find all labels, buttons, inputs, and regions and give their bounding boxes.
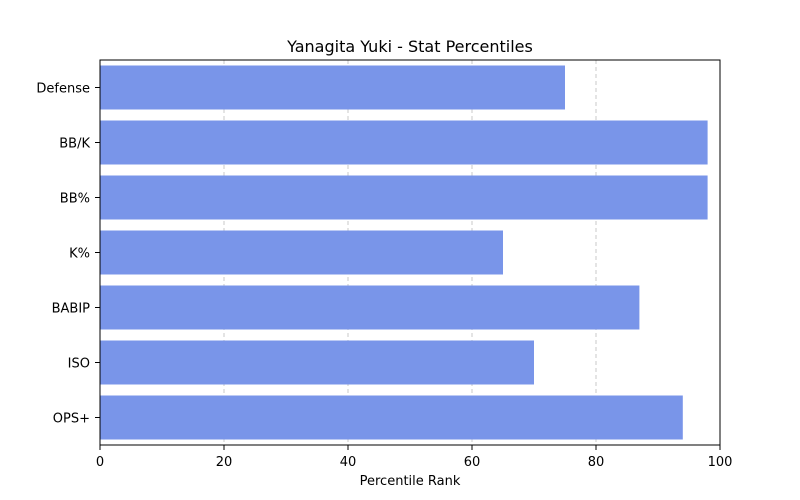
bar-iso	[100, 340, 534, 385]
x-axis-ticks: 0 20 40 60 80 100	[96, 445, 733, 470]
chart-title: Yanagita Yuki - Stat Percentiles	[286, 37, 533, 56]
bar-ops-	[100, 395, 683, 440]
x-tick-label: 0	[96, 455, 104, 470]
y-tick-label: OPS+	[53, 412, 90, 427]
bar-bb-	[100, 175, 708, 220]
y-tick-label: Defense	[36, 82, 90, 97]
x-tick-label: 80	[588, 455, 605, 470]
x-tick-label: 100	[708, 455, 733, 470]
x-tick-label: 40	[340, 455, 357, 470]
x-tick-label: 20	[216, 455, 233, 470]
bar-k-	[100, 230, 503, 275]
y-axis-ticks: OPS+ ISO BABIP K% BB% BB/K Defense	[36, 82, 100, 427]
y-tick-label: ISO	[68, 357, 90, 372]
bar-babip	[100, 285, 640, 330]
bar-bb-k	[100, 120, 708, 165]
x-axis-label: Percentile Rank	[360, 474, 461, 489]
y-tick-label: BB/K	[59, 137, 90, 152]
x-tick-label: 60	[464, 455, 481, 470]
y-tick-label: BABIP	[52, 302, 91, 317]
bar-defense	[100, 65, 565, 110]
y-tick-label: K%	[69, 247, 90, 262]
bars	[100, 65, 708, 440]
y-tick-label: BB%	[60, 192, 90, 207]
